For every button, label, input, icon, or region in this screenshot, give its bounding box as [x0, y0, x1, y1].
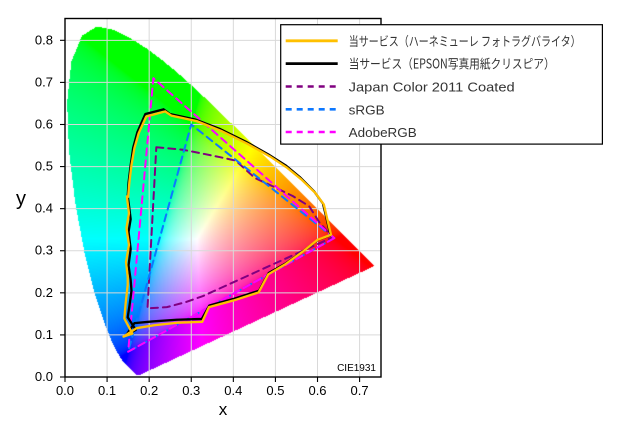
- svg-text:0.1: 0.1: [35, 327, 53, 342]
- svg-text:x: x: [219, 400, 228, 419]
- svg-text:0.3: 0.3: [35, 243, 53, 258]
- svg-text:当サービス（EPSON写真用紙クリスピア）: 当サービス（EPSON写真用紙クリスピア）: [349, 54, 555, 73]
- svg-text:0.5: 0.5: [35, 159, 53, 174]
- svg-text:0.7: 0.7: [35, 74, 53, 89]
- svg-text:0.2: 0.2: [140, 383, 158, 398]
- svg-text:当サービス（ハーネミューレ フォトラグバライタ）: 当サービス（ハーネミューレ フォトラグバライタ）: [349, 31, 581, 50]
- svg-text:0.1: 0.1: [98, 383, 116, 398]
- svg-text:0.4: 0.4: [224, 383, 242, 398]
- svg-text:AdobeRGB: AdobeRGB: [349, 125, 417, 140]
- svg-text:0.5: 0.5: [266, 383, 284, 398]
- svg-text:Japan Color 2011 Coated: Japan Color 2011 Coated: [349, 80, 515, 95]
- svg-text:0.4: 0.4: [35, 201, 53, 216]
- svg-text:0.6: 0.6: [308, 383, 326, 398]
- svg-text:y: y: [16, 188, 26, 210]
- svg-text:0.0: 0.0: [35, 369, 53, 384]
- svg-text:0.7: 0.7: [351, 383, 369, 398]
- svg-text:0.0: 0.0: [56, 383, 74, 398]
- svg-text:sRGB: sRGB: [349, 102, 385, 117]
- svg-text:CIE1931: CIE1931: [337, 363, 376, 374]
- svg-text:0.6: 0.6: [35, 116, 53, 131]
- svg-text:0.3: 0.3: [182, 383, 200, 398]
- svg-text:0.2: 0.2: [35, 285, 53, 300]
- svg-text:0.8: 0.8: [35, 32, 53, 47]
